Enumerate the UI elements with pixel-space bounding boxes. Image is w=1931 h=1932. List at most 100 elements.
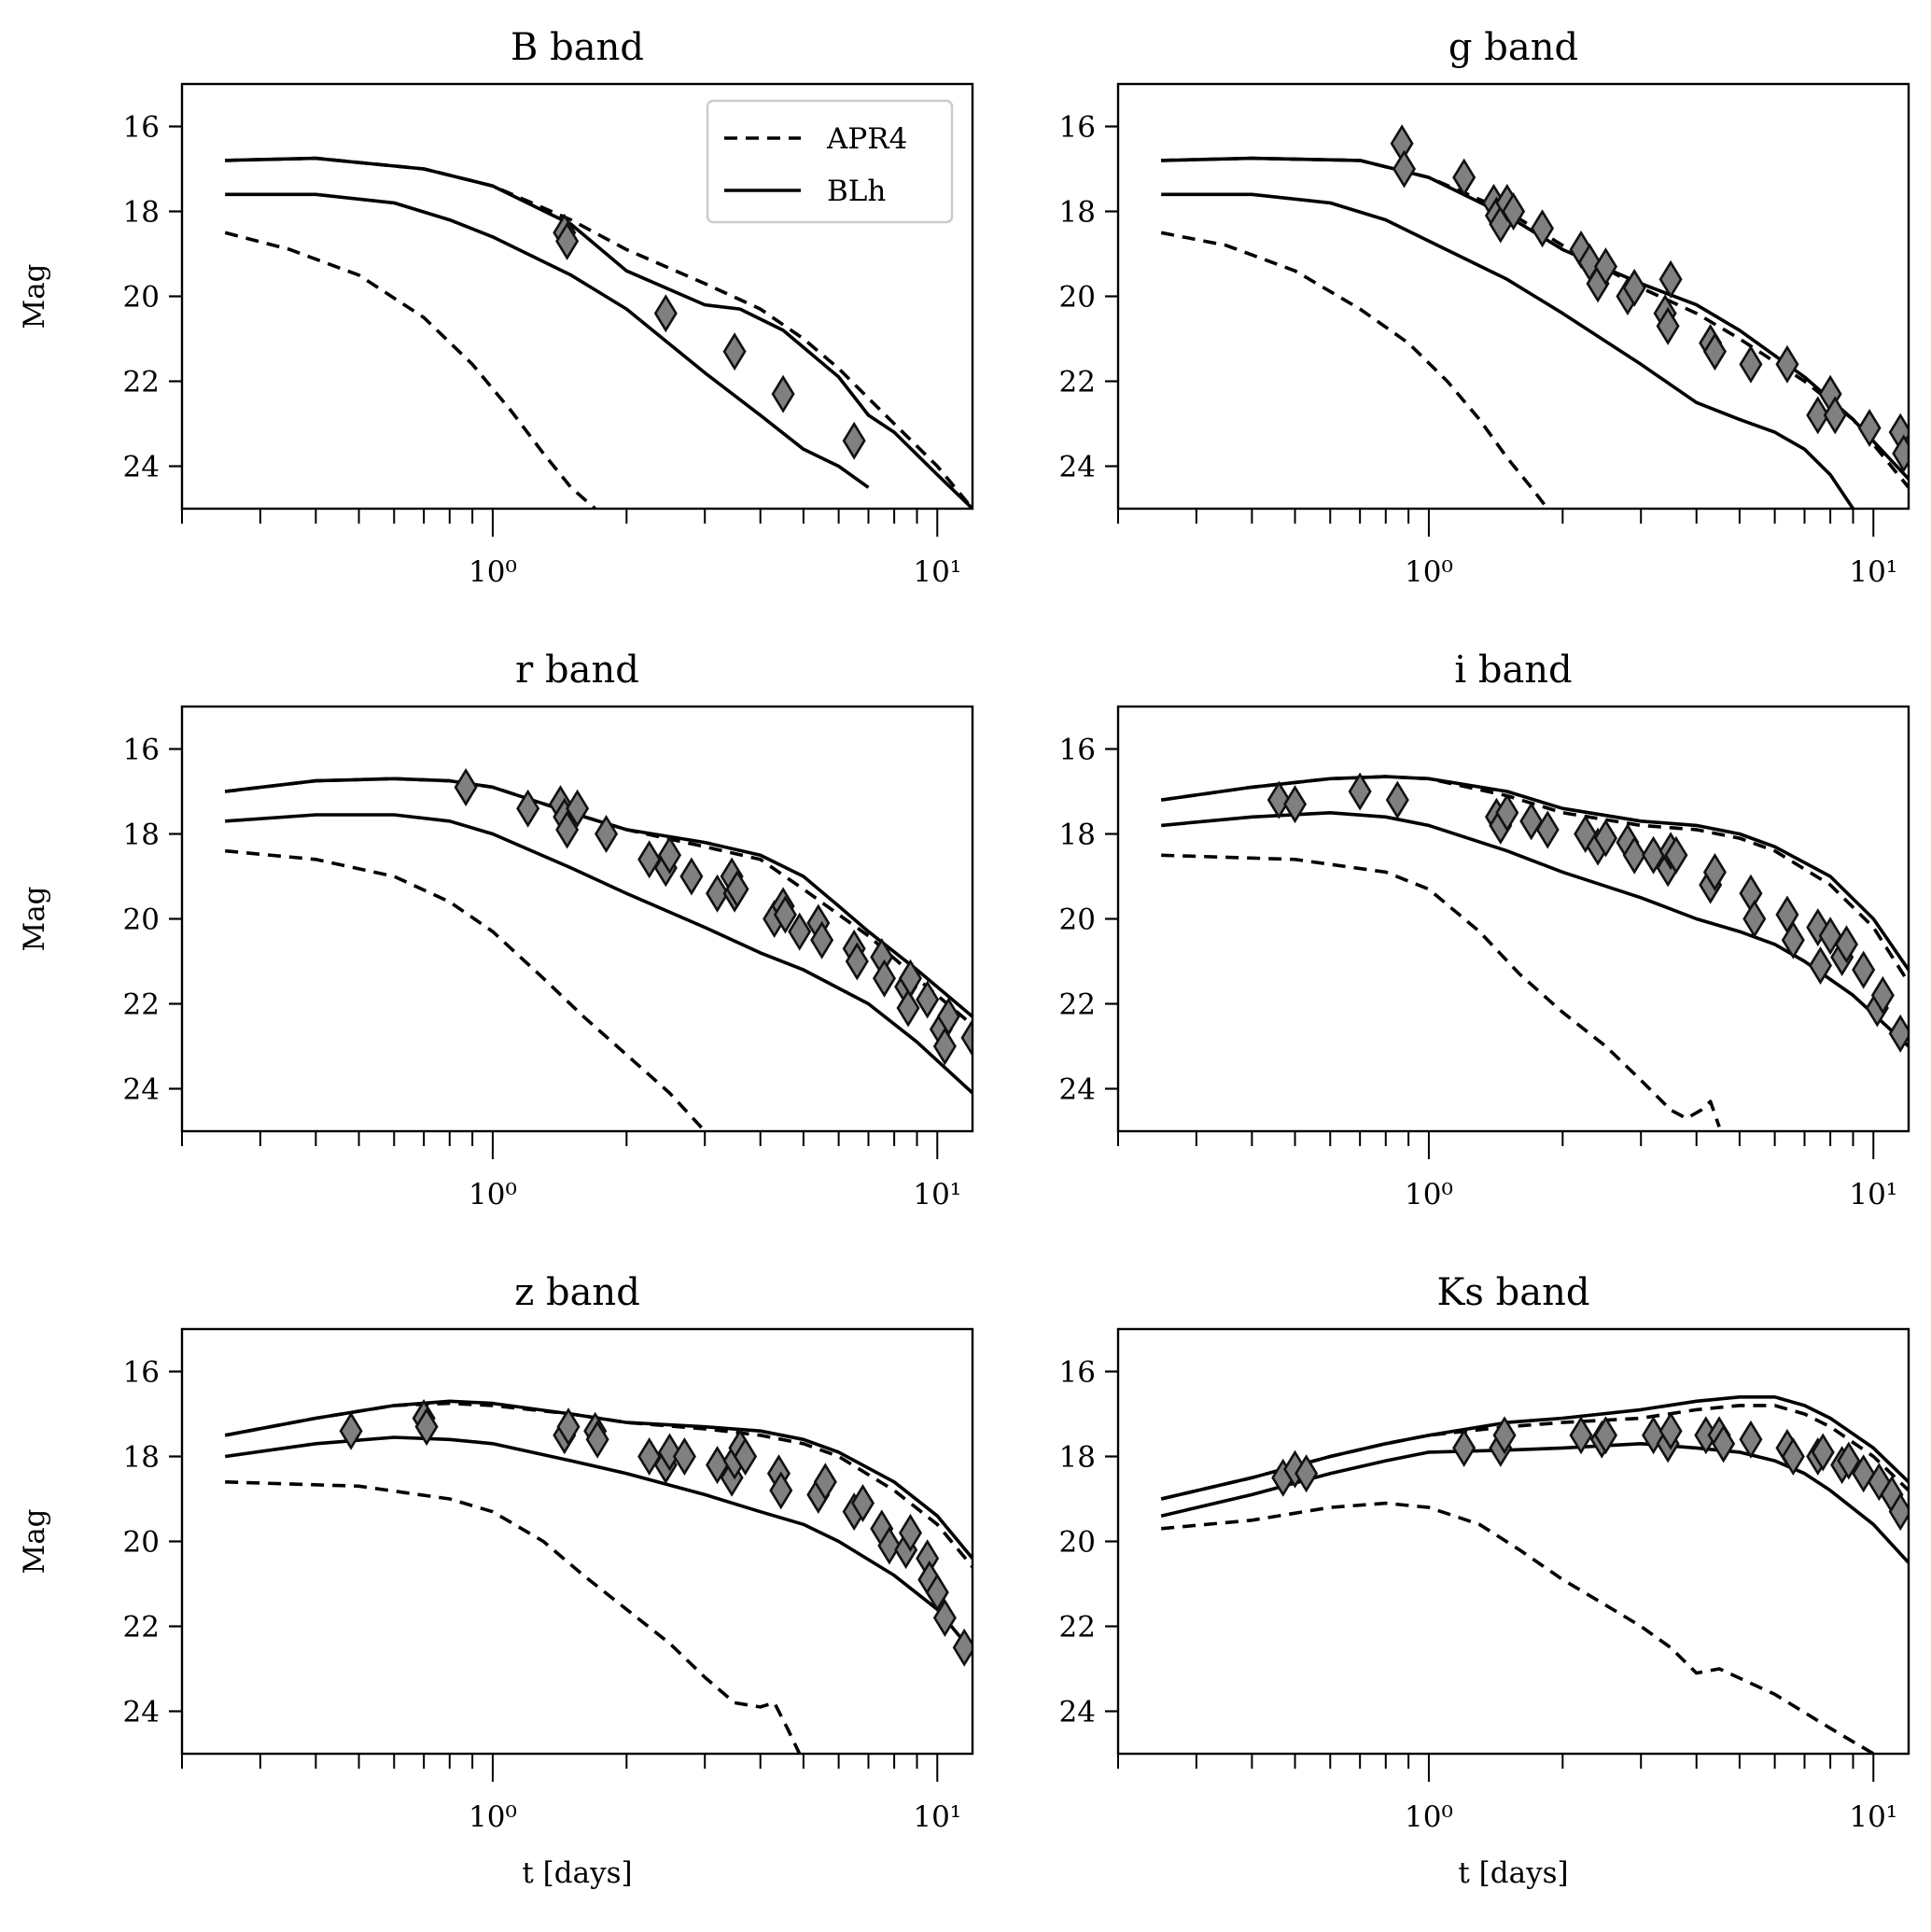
solid-series-line xyxy=(1160,775,1909,972)
data-point xyxy=(898,1513,922,1552)
data-point xyxy=(585,1420,609,1459)
data-point xyxy=(414,1407,439,1447)
legend: APR4 BLh xyxy=(706,99,954,224)
observed-points xyxy=(553,213,866,460)
panel-3: i band 16 18 20 22 24 10⁰ 10¹ xyxy=(1059,649,1910,1211)
legend-label: BLh xyxy=(827,175,886,208)
y-tick-label: 24 xyxy=(123,451,160,484)
data-point xyxy=(1739,1420,1763,1459)
data-point xyxy=(925,1573,949,1612)
data-point xyxy=(454,767,478,806)
y-tick-label: 16 xyxy=(1059,111,1096,145)
data-point xyxy=(1870,975,1895,1015)
data-point xyxy=(898,959,922,998)
data-point xyxy=(842,421,866,460)
dashed-series-line xyxy=(1160,231,1549,509)
data-point xyxy=(1452,158,1476,197)
y-tick-label: 16 xyxy=(123,111,160,145)
data-point xyxy=(657,835,682,875)
y-tick-label: 22 xyxy=(123,1611,160,1645)
y-tick-label: 18 xyxy=(123,1441,160,1475)
data-point xyxy=(1593,819,1618,858)
data-point xyxy=(788,912,812,951)
data-point xyxy=(1622,268,1646,307)
x-tick-label: 10⁰ xyxy=(469,1178,517,1211)
data-point xyxy=(1385,780,1409,819)
solid-series-line xyxy=(224,777,972,1018)
x-tick-label: 10¹ xyxy=(913,1800,961,1834)
data-point xyxy=(896,988,920,1028)
x-tick-label: 10¹ xyxy=(1849,555,1897,589)
data-point xyxy=(1781,920,1805,959)
data-point xyxy=(1519,802,1544,841)
data-point xyxy=(1888,1492,1909,1532)
y-tick-label: 22 xyxy=(1059,988,1096,1022)
solid-series-line xyxy=(1161,192,1854,509)
data-point xyxy=(1593,1416,1618,1455)
solid-series-line xyxy=(1160,1395,1909,1501)
dashed-series-line xyxy=(1161,156,1909,489)
data-point xyxy=(1702,332,1727,371)
y-tick-label: 18 xyxy=(123,819,160,852)
data-point xyxy=(771,374,795,413)
y-tick-label: 24 xyxy=(123,1696,160,1729)
data-point xyxy=(932,1027,957,1066)
plot-frame xyxy=(180,82,974,511)
y-tick-label: 20 xyxy=(1059,1526,1096,1560)
data-point xyxy=(1888,1014,1909,1053)
data-point xyxy=(1656,306,1680,345)
data-point xyxy=(813,1463,837,1502)
dashed-series-line xyxy=(224,231,596,509)
panel-5: Ks band 16 18 20 22 24 10⁰ 10¹ t [days] xyxy=(1059,1271,1910,1890)
series-group xyxy=(1160,156,1909,509)
data-point xyxy=(1283,785,1308,824)
data-point xyxy=(516,789,540,828)
data-point xyxy=(1664,835,1688,875)
panel-title: i band xyxy=(1454,649,1572,692)
y-tick-label: 20 xyxy=(123,1526,160,1560)
dashed-series-line xyxy=(1161,1501,1875,1754)
dashed-series-line xyxy=(225,156,972,509)
data-point xyxy=(769,1471,793,1510)
data-point xyxy=(1811,1433,1835,1472)
y-tick-label: 20 xyxy=(1059,281,1096,315)
solid-series-line xyxy=(1161,810,1909,1048)
data-point xyxy=(555,221,580,260)
panel-title: Ks band xyxy=(1437,1271,1590,1314)
y-tick-label: 24 xyxy=(1059,451,1096,484)
data-point xyxy=(1348,772,1372,811)
data-point xyxy=(1622,835,1646,875)
x-tick-label: 10⁰ xyxy=(469,1800,517,1834)
y-axis-label: Mag xyxy=(18,263,51,329)
x-tick-label: 10¹ xyxy=(1849,1178,1897,1211)
data-point xyxy=(722,332,747,371)
dashed-series-line xyxy=(1161,853,1721,1127)
data-point xyxy=(1808,946,1833,986)
y-tick-label: 22 xyxy=(1059,1611,1096,1645)
panel-title: B band xyxy=(511,26,644,69)
solid-series-line xyxy=(225,192,870,489)
x-tick-label: 10¹ xyxy=(1849,1800,1897,1834)
data-point xyxy=(1852,950,1876,989)
x-axis-label: t [days] xyxy=(1458,1856,1568,1890)
data-point xyxy=(1658,1411,1683,1450)
observed-points xyxy=(1271,1411,1909,1532)
data-point xyxy=(556,1407,581,1447)
data-point xyxy=(653,294,678,333)
data-point xyxy=(672,1437,696,1476)
data-point xyxy=(952,1628,972,1667)
x-tick-label: 10¹ xyxy=(913,555,961,589)
panel-1: g band 16 18 20 22 24 10⁰ 10¹ xyxy=(1059,26,1910,589)
legend-label: APR4 xyxy=(826,122,907,156)
data-point xyxy=(1702,852,1727,891)
x-tick-label: 10¹ xyxy=(913,1178,961,1211)
data-point xyxy=(773,895,797,934)
data-point xyxy=(1658,259,1683,299)
data-point xyxy=(1569,1416,1593,1455)
data-point xyxy=(1781,1437,1805,1476)
y-tick-label: 18 xyxy=(1059,819,1096,852)
y-tick-label: 18 xyxy=(1059,1441,1096,1475)
data-point xyxy=(657,1433,682,1472)
y-tick-label: 16 xyxy=(123,734,160,767)
solid-series-line xyxy=(225,156,972,509)
